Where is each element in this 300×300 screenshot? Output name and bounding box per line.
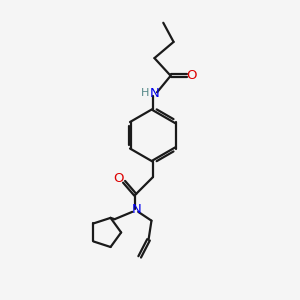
Text: N: N — [132, 203, 141, 216]
Text: H: H — [140, 88, 149, 98]
Text: O: O — [187, 69, 197, 82]
Text: N: N — [150, 87, 160, 100]
Text: O: O — [113, 172, 124, 185]
